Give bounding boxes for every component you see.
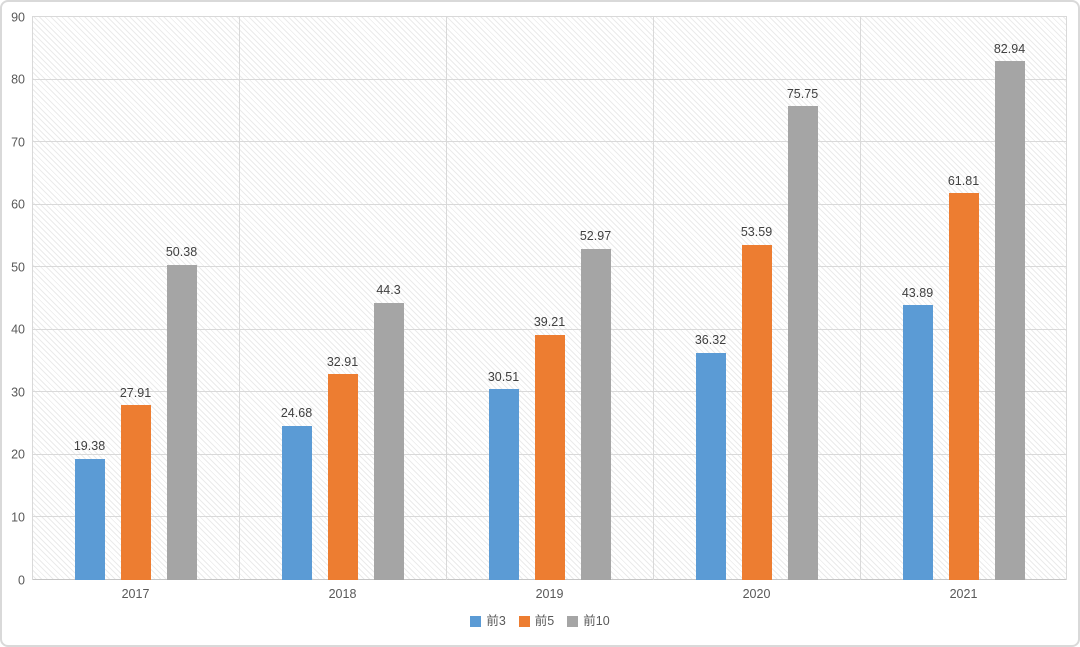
bar-group-2018: 24.68 32.91 44.3 bbox=[239, 17, 446, 580]
gridline-horizontal bbox=[32, 78, 1067, 80]
bar-前3-2021 bbox=[902, 305, 933, 580]
gridline-horizontal bbox=[32, 266, 1067, 268]
y-axis: 0 10 20 30 40 50 60 70 80 90 bbox=[2, 11, 28, 586]
gridline-vertical bbox=[1066, 17, 1067, 580]
data-label: 27.91 bbox=[119, 385, 152, 400]
bar-前10-2018 bbox=[373, 302, 404, 580]
y-axis-tick-label: 20 bbox=[11, 447, 25, 462]
data-label: 36.32 bbox=[694, 333, 727, 348]
bar-wrap: 32.91 bbox=[326, 17, 359, 580]
gridline-vertical bbox=[32, 17, 33, 580]
data-label: 39.21 bbox=[533, 315, 566, 330]
bar-前5-2019 bbox=[534, 334, 565, 580]
bar-前3-2017 bbox=[74, 458, 105, 580]
bar-wrap: 19.38 bbox=[73, 17, 106, 580]
bar-wrap: 61.81 bbox=[947, 17, 980, 580]
gridline-vertical bbox=[239, 17, 240, 580]
data-label: 24.68 bbox=[280, 406, 313, 421]
y-axis-tick-label: 80 bbox=[11, 72, 25, 87]
x-axis-tick-label: 2018 bbox=[328, 587, 357, 601]
legend-label: 前3 bbox=[486, 614, 506, 628]
legend-item-前3: 前3 bbox=[470, 614, 506, 628]
data-label: 50.38 bbox=[165, 245, 198, 260]
bar-group-2021: 43.89 61.81 82.94 bbox=[860, 17, 1067, 580]
gridline-horizontal bbox=[32, 16, 1067, 17]
data-label: 75.75 bbox=[786, 86, 819, 101]
data-label: 43.89 bbox=[901, 285, 934, 300]
bar-前3-2018 bbox=[281, 425, 312, 580]
x-axis-tick-label: 2017 bbox=[121, 587, 150, 601]
bar-前10-2020 bbox=[787, 106, 818, 580]
y-axis-tick-label: 60 bbox=[11, 197, 25, 212]
data-label: 61.81 bbox=[947, 173, 980, 188]
gridline-horizontal bbox=[32, 328, 1067, 330]
bar-wrap: 39.21 bbox=[533, 17, 566, 580]
bar-wrap: 82.94 bbox=[993, 17, 1026, 580]
y-axis-tick-label: 70 bbox=[11, 134, 25, 149]
bar-前5-2020 bbox=[741, 244, 772, 580]
bar-wrap: 27.91 bbox=[119, 17, 152, 580]
bar-前5-2021 bbox=[948, 193, 979, 580]
bar-前3-2020 bbox=[695, 352, 726, 580]
bar-wrap: 50.38 bbox=[165, 17, 198, 580]
bar-wrap: 30.51 bbox=[487, 17, 520, 580]
gridline-horizontal bbox=[32, 141, 1067, 143]
legend-label: 前10 bbox=[583, 614, 610, 628]
y-axis-tick-label: 10 bbox=[11, 510, 25, 525]
bar-前10-2017 bbox=[166, 264, 197, 580]
data-label: 44.3 bbox=[376, 283, 401, 298]
legend-item-前5: 前5 bbox=[518, 614, 555, 628]
data-label: 19.38 bbox=[73, 439, 106, 454]
legend-item-前10: 前10 bbox=[567, 614, 610, 628]
x-axis: 2017 2018 2019 2020 2021 bbox=[32, 588, 1067, 604]
bar-前5-2017 bbox=[120, 405, 151, 580]
bar-wrap: 44.3 bbox=[373, 17, 404, 580]
bar-wrap: 53.59 bbox=[740, 17, 773, 580]
legend-swatch-icon bbox=[470, 615, 482, 627]
bar-group-2019: 30.51 39.21 52.97 bbox=[446, 17, 653, 580]
data-label: 82.94 bbox=[993, 41, 1026, 56]
bar-wrap: 43.89 bbox=[901, 17, 934, 580]
plot-area: 19.38 27.91 50.38 24.68 32.91 44.3 30.51 39.21 5… bbox=[32, 16, 1067, 580]
data-label: 52.97 bbox=[579, 229, 612, 244]
data-label: 53.59 bbox=[740, 225, 773, 240]
gridline-vertical bbox=[860, 17, 861, 580]
bar-前10-2019 bbox=[580, 248, 611, 580]
y-axis-tick-label: 30 bbox=[11, 385, 25, 400]
data-label: 32.91 bbox=[326, 354, 359, 369]
bar-wrap: 24.68 bbox=[280, 17, 313, 580]
legend: 前3 前5 前10 bbox=[2, 615, 1078, 628]
gridline-vertical bbox=[653, 17, 654, 580]
y-axis-tick-label: 0 bbox=[18, 572, 25, 587]
x-axis-tick-label: 2019 bbox=[535, 587, 564, 601]
bar-前10-2021 bbox=[994, 61, 1025, 580]
bar-wrap: 52.97 bbox=[579, 17, 612, 580]
bar-wrap: 75.75 bbox=[786, 17, 819, 580]
bar-group-2020: 36.32 53.59 75.75 bbox=[653, 17, 860, 580]
legend-swatch-icon bbox=[518, 615, 530, 627]
gridline-vertical bbox=[446, 17, 447, 580]
bar-wrap: 36.32 bbox=[694, 17, 727, 580]
bar-前3-2019 bbox=[488, 389, 519, 580]
y-axis-tick-label: 50 bbox=[11, 259, 25, 274]
legend-swatch-icon bbox=[567, 615, 579, 627]
y-axis-tick-label: 90 bbox=[11, 9, 25, 24]
bar-groups: 19.38 27.91 50.38 24.68 32.91 44.3 30.51 39.21 5… bbox=[32, 17, 1067, 580]
legend-label: 前5 bbox=[534, 614, 555, 628]
y-axis-tick-label: 40 bbox=[11, 322, 25, 337]
data-label: 30.51 bbox=[487, 369, 520, 384]
bar-前5-2018 bbox=[327, 374, 358, 580]
x-axis-tick-label: 2021 bbox=[949, 587, 978, 601]
x-axis-tick-label: 2020 bbox=[742, 587, 771, 601]
bar-group-2017: 19.38 27.91 50.38 bbox=[32, 17, 239, 580]
gridline-horizontal bbox=[32, 203, 1067, 205]
